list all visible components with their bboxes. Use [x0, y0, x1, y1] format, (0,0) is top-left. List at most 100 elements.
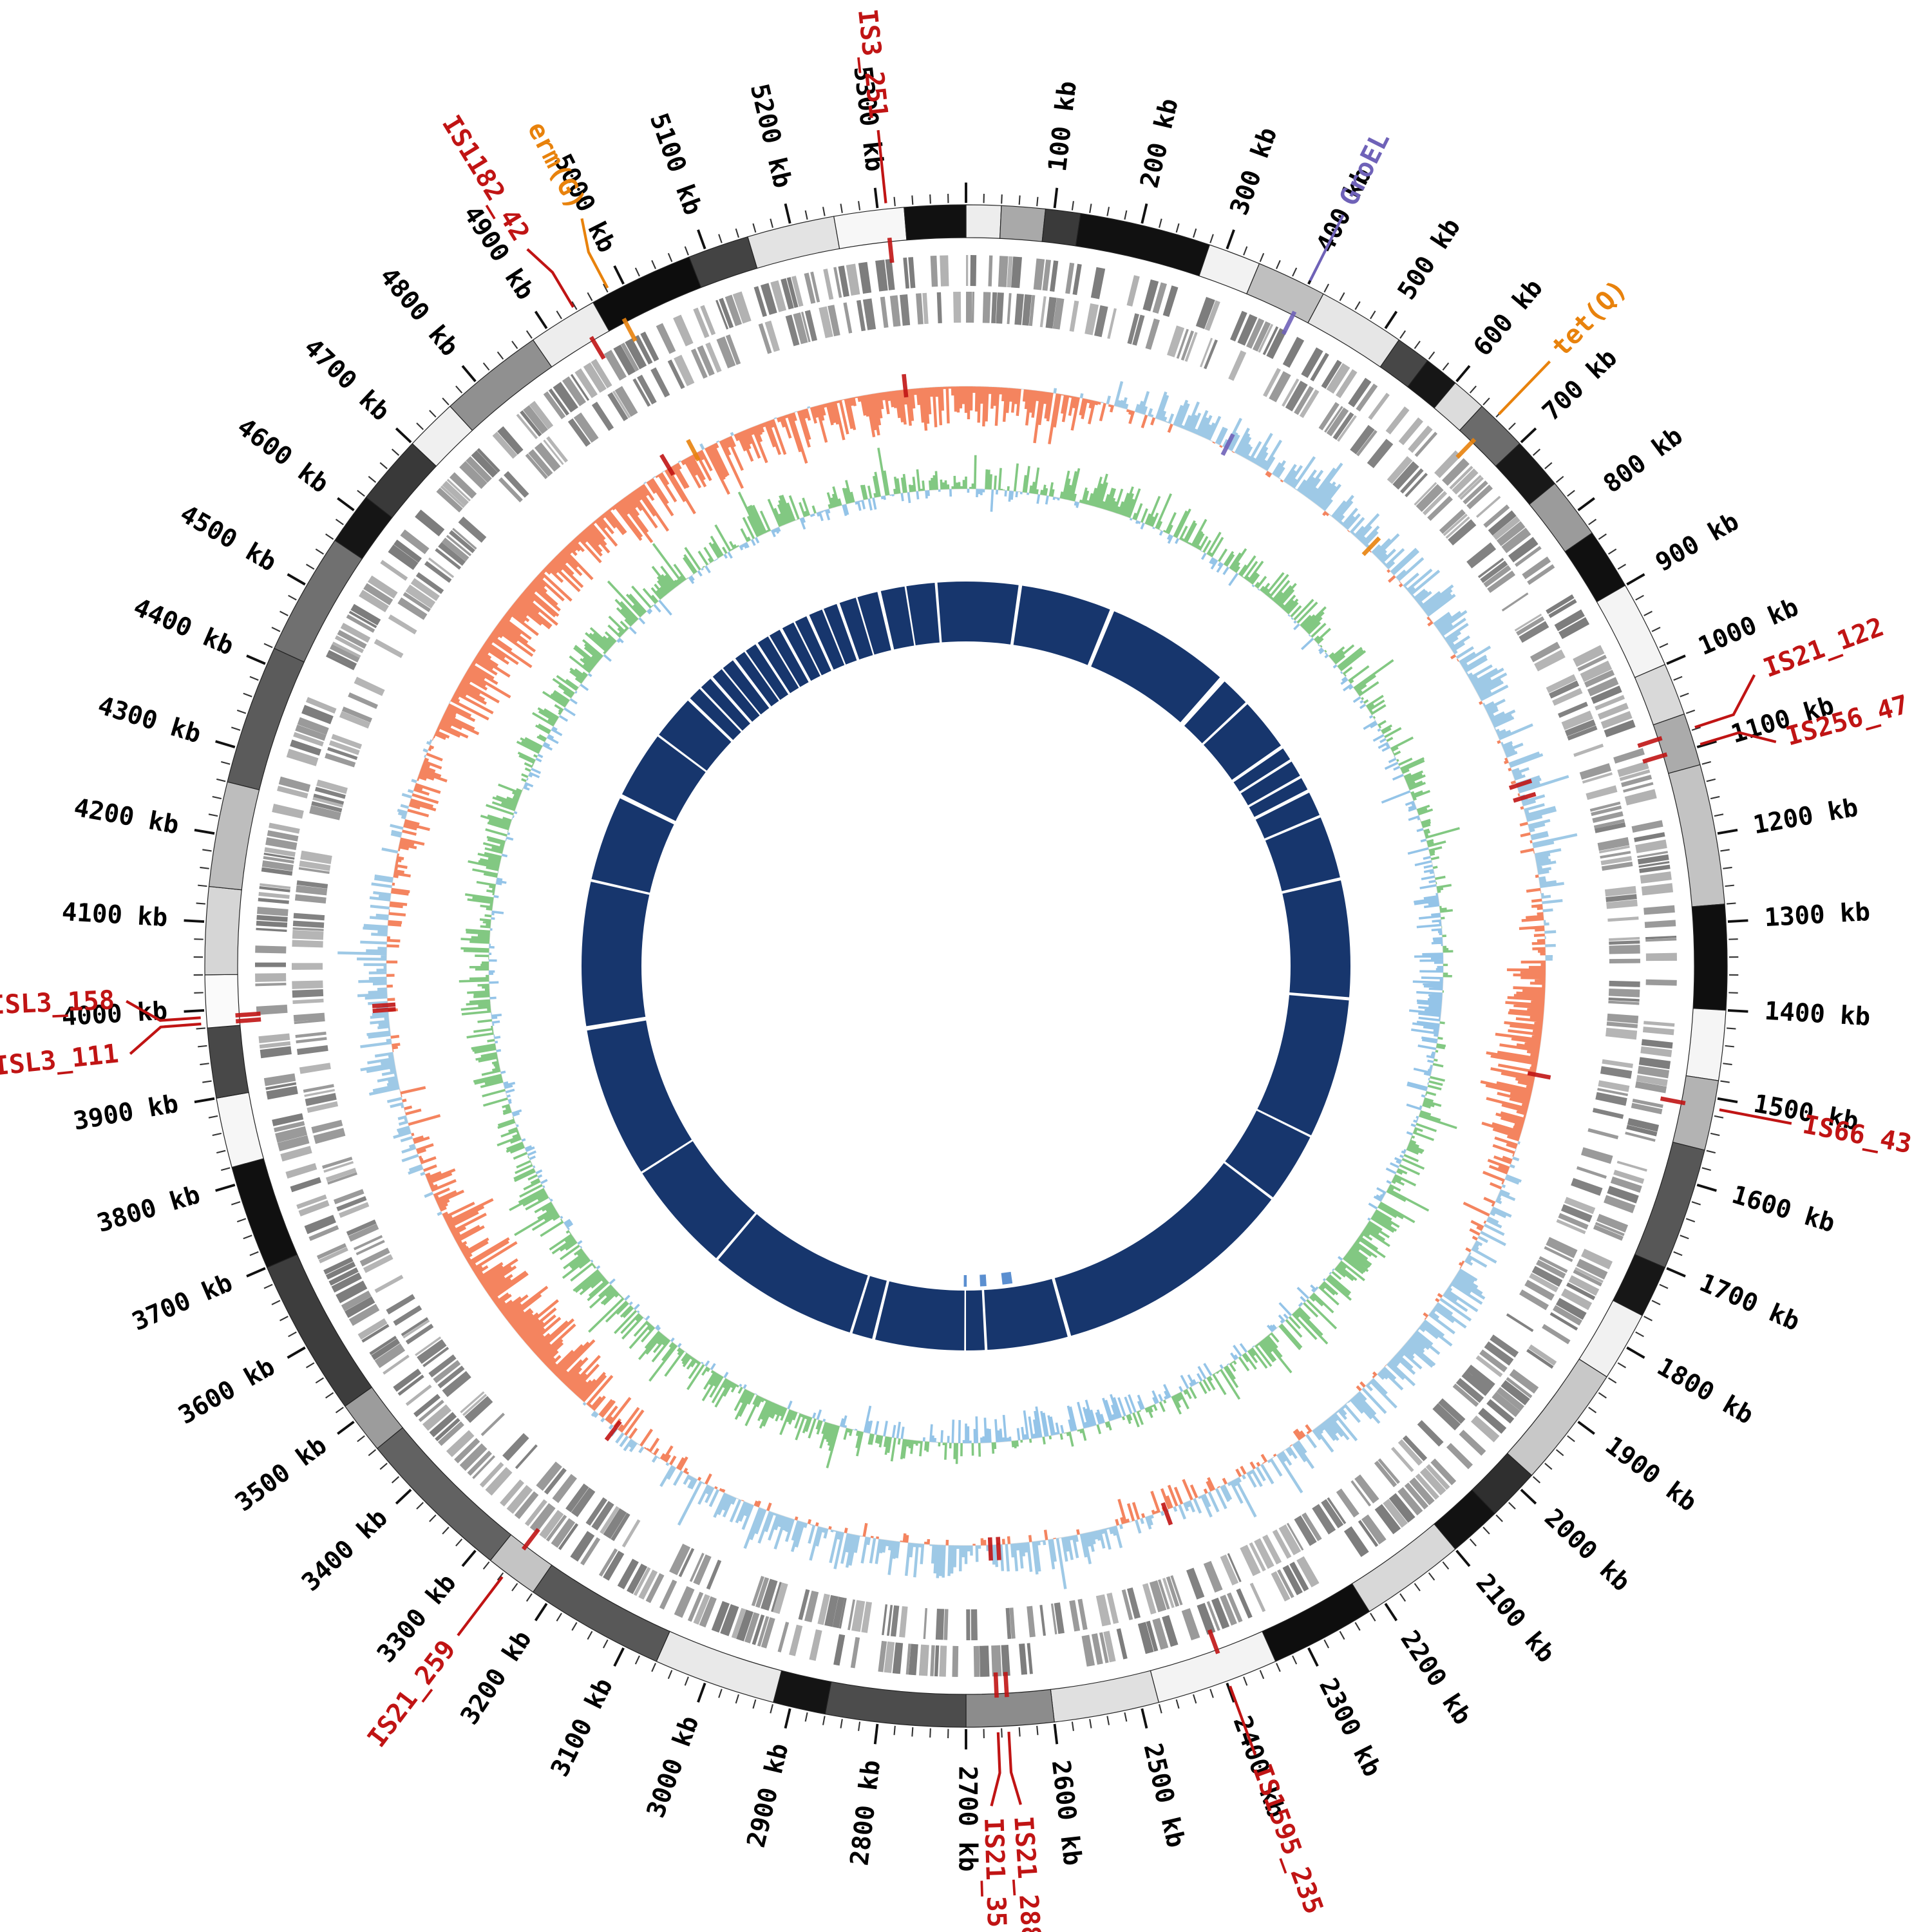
alignment-gap — [1286, 992, 1352, 1001]
gc-content-positive — [337, 381, 1578, 1589]
contig-segment — [592, 256, 702, 332]
tick-label: 2100 kb — [1470, 1569, 1560, 1669]
tick-label: 2500 kb — [1137, 1741, 1190, 1850]
annotation-marker — [1642, 752, 1668, 764]
annotation-marker — [1361, 536, 1381, 556]
contig-segment — [227, 647, 305, 791]
track-alignment — [582, 580, 1352, 1354]
alignment-gap — [1200, 700, 1250, 747]
annotation-label-is21-35: IS21_35 — [978, 1817, 1012, 1928]
contig-segment — [1691, 904, 1728, 1011]
tick-label: 800 kb — [1598, 422, 1689, 499]
tick-label: 1400 kb — [1764, 997, 1871, 1032]
tick-label: 600 kb — [1468, 274, 1549, 362]
annotation-marker — [521, 1528, 540, 1551]
annotation-marker — [1281, 310, 1297, 336]
annotation-label-is21-288: IS21_288 — [1008, 1815, 1047, 1932]
alignment-gap — [1279, 876, 1344, 895]
alignment-gap — [766, 632, 802, 690]
tick-label: 2600 kb — [1046, 1759, 1087, 1867]
alignment-gap — [708, 674, 754, 726]
tick-label: 4200 kb — [71, 793, 181, 840]
contig-segment — [772, 1670, 832, 1715]
tick-label: 3900 kb — [71, 1090, 181, 1137]
tick-label: 1900 kb — [1600, 1431, 1702, 1517]
annotation-marker — [686, 439, 701, 462]
annotation-marker — [1003, 1672, 1009, 1698]
alignment-gap — [1010, 582, 1023, 648]
alignment-gap — [1254, 1108, 1314, 1139]
gene-tiles — [255, 254, 1677, 1677]
alignment-gap — [876, 588, 895, 653]
annotation-marker — [996, 1537, 1001, 1560]
annotation-marker — [1220, 433, 1235, 456]
contig-segment — [1685, 1008, 1727, 1081]
contig-segment — [833, 207, 907, 249]
contig-segment — [688, 236, 758, 289]
tick-label: 500 kb — [1392, 213, 1466, 305]
alignment-gap — [1262, 813, 1323, 842]
annotation-line — [1309, 214, 1345, 281]
tick-label: 300 kb — [1225, 124, 1283, 219]
annotation-marker — [1160, 1502, 1173, 1526]
contig-segment — [1246, 263, 1324, 324]
gene-tiles — [292, 291, 1640, 1640]
annotation-line — [1700, 731, 1777, 746]
gc-skew-positive — [459, 448, 1460, 1468]
annotation-line — [1007, 1732, 1022, 1805]
gene-tiles — [291, 292, 1640, 1638]
alignment-gap — [1051, 1275, 1072, 1340]
tick-label: 2700 kb — [952, 1766, 981, 1871]
tick-label: 700 kb — [1537, 343, 1623, 426]
annotation-line — [1228, 1685, 1257, 1756]
contig-segment — [204, 974, 241, 1028]
track-genes-forward — [254, 254, 1677, 1677]
contig-segment — [1041, 208, 1081, 247]
annotation-line — [580, 218, 609, 289]
annotation-marker — [993, 1672, 999, 1698]
annotation-marker — [1508, 779, 1533, 790]
annotation-marker — [1455, 437, 1477, 459]
contig-segment — [207, 1025, 249, 1099]
alignment-gap — [849, 1273, 871, 1336]
tick-label: 3400 kb — [296, 1503, 393, 1597]
tick-label: 4100 kb — [61, 898, 169, 933]
annotation-line — [457, 1576, 504, 1636]
alignment-gap — [855, 594, 875, 658]
contig-ring — [204, 204, 1728, 1728]
alignment-gap — [685, 696, 735, 744]
contig-segment — [965, 204, 1002, 239]
track-gc-skew — [459, 448, 1460, 1468]
contig-segment — [1672, 1075, 1719, 1151]
annotation-marker — [987, 1537, 993, 1561]
alignment-gap — [1245, 774, 1304, 809]
alignment-gap — [835, 600, 860, 663]
alignment-gap — [731, 656, 773, 710]
alignment-gap — [805, 612, 835, 674]
contig-segment — [747, 216, 840, 269]
tick-label: 2000 kb — [1539, 1503, 1635, 1597]
alignment-gap — [638, 1138, 696, 1175]
contig-segment — [965, 1689, 1055, 1728]
annotation-line — [126, 999, 201, 1022]
annotation-marker — [1207, 1629, 1220, 1654]
annotation-marker — [589, 336, 606, 360]
tick-label: 3500 kb — [230, 1431, 332, 1517]
annotation-line — [526, 248, 574, 308]
gene-tiles — [254, 255, 1677, 1677]
alignment-gap — [904, 583, 916, 649]
scale-ticks — [184, 182, 1748, 1750]
secondary-block — [1001, 1271, 1013, 1285]
annotation-marker — [1660, 1096, 1686, 1106]
tick-label: 3600 kb — [174, 1352, 280, 1430]
tick-label: 4600 kb — [232, 413, 334, 499]
contig-segment — [1634, 1141, 1705, 1268]
tick-label: 3000 kb — [641, 1712, 705, 1822]
alignment-gap — [820, 606, 848, 668]
tick-label: 3700 kb — [128, 1268, 237, 1336]
annotation-label-is1595-235: IS1595_235 — [1247, 1760, 1330, 1918]
alignment-gap — [1251, 788, 1312, 821]
major-ticks — [184, 182, 1748, 1750]
alignment-gap — [753, 640, 792, 697]
